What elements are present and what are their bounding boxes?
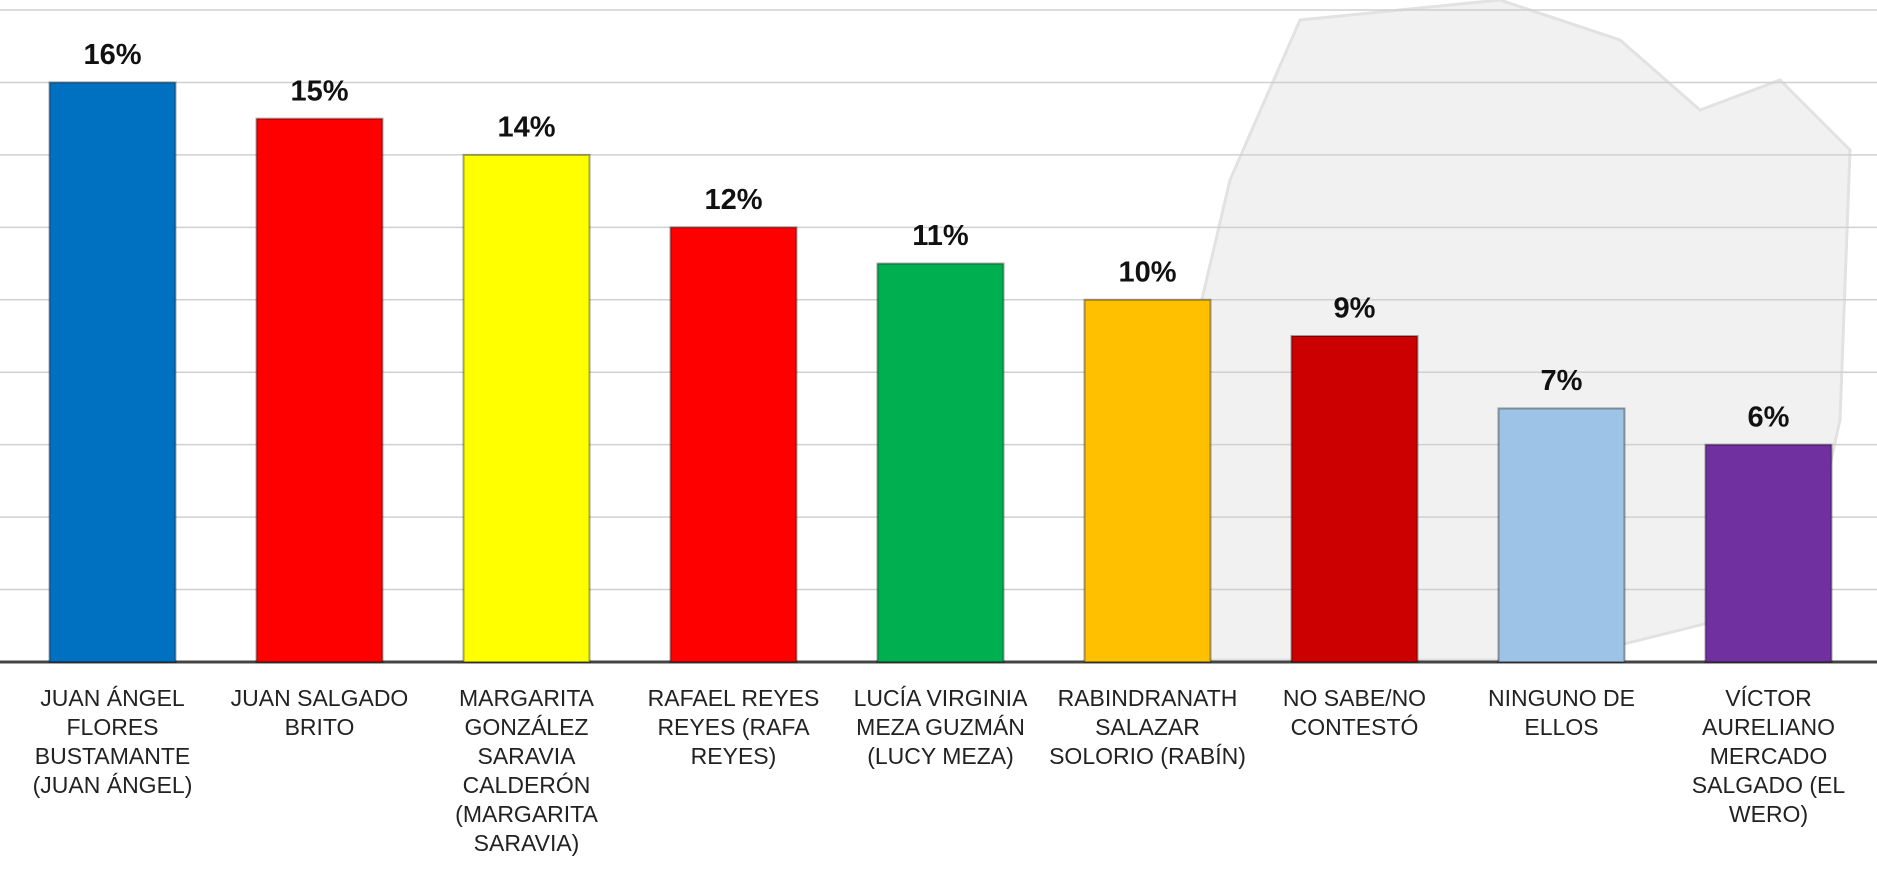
bar (1290, 335, 1419, 663)
bar (876, 262, 1005, 663)
x-tick-label: LUCÍA VIRGINIA MEZA GUZMÁN (LUCY MEZA) (853, 685, 1028, 769)
bar (48, 81, 177, 663)
x-tick-label: MARGARITA GONZÁLEZ SARAVIA CALDERÓN (MAR… (455, 685, 598, 856)
value-label: 12% (704, 184, 762, 216)
x-tick-label: NINGUNO DE ELLOS (1488, 685, 1635, 740)
bar (462, 153, 591, 663)
x-tick-label: JUAN ÁNGEL FLORES BUSTAMANTE (JUAN ÁNGEL… (32, 685, 193, 798)
x-tick-label: VÍCTOR AURELIANO MERCADO SALGADO (EL WER… (1691, 685, 1846, 827)
x-tick-label: RABINDRANATH SALAZAR SOLORIO (RABÍN) (1049, 685, 1246, 769)
bar (669, 226, 798, 663)
value-label: 14% (497, 112, 555, 144)
value-label: 11% (912, 220, 969, 252)
bar (1083, 298, 1212, 663)
value-label: 9% (1334, 293, 1376, 325)
bar (1704, 443, 1833, 663)
bar (1497, 407, 1626, 664)
x-tick-label: JUAN SALGADO BRITO (230, 685, 409, 740)
value-label: 16% (83, 39, 141, 71)
x-tick-label: NO SABE/NO CONTESTÓ (1282, 685, 1427, 740)
value-label: 7% (1541, 365, 1583, 397)
x-tick-label: RAFAEL REYES REYES (RAFA REYES) (647, 685, 820, 769)
value-label: 10% (1118, 256, 1176, 288)
bar (255, 117, 384, 663)
value-label: 6% (1748, 401, 1790, 433)
value-label: 15% (290, 75, 348, 107)
